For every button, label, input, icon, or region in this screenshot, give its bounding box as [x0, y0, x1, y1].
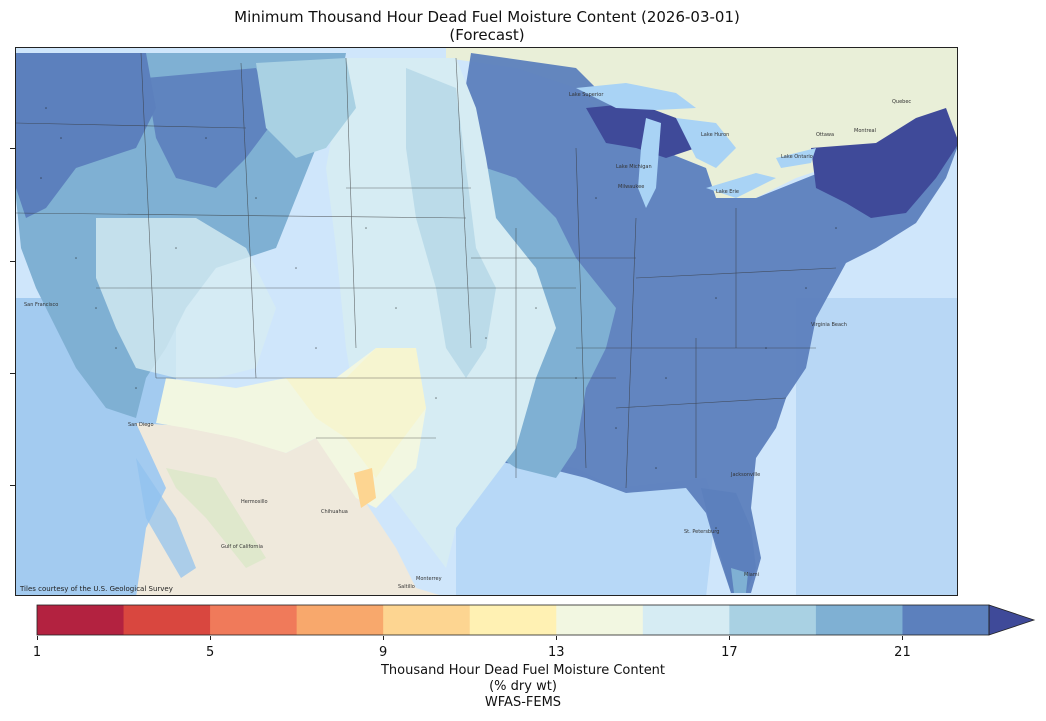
mexico-landmass — [136, 423, 440, 595]
map-canvas[interactable]: San Francisco San Diego Hermosillo Chihu… — [16, 48, 958, 596]
station-markers — [40, 107, 837, 529]
colorbar-tick-label: 1 — [32, 645, 42, 660]
mexico-terrain — [166, 468, 266, 568]
place-label: Lake Huron — [701, 132, 729, 138]
lake-michigan — [638, 118, 661, 208]
place-label: Hermosillo — [241, 499, 268, 505]
northern-rockies-region — [146, 68, 276, 188]
colorbar-tick-label: 21 — [894, 645, 911, 660]
colorbar-outline — [36, 604, 990, 636]
place-label: San Diego — [128, 422, 154, 428]
atlantic-water — [796, 298, 957, 595]
montana-region — [256, 58, 356, 158]
lake-erie — [706, 173, 776, 198]
new-mexico-dry-area — [286, 348, 426, 478]
colorbar-tick-mark — [902, 636, 904, 640]
lake-superior — [576, 83, 696, 110]
y-axis-tick — [10, 485, 15, 486]
lake-huron — [676, 118, 736, 168]
colorbar-tick-mark — [729, 636, 731, 640]
gulf-of-mexico — [456, 458, 716, 595]
pacific-northwest-region — [16, 53, 156, 218]
place-label: Miami — [744, 572, 759, 578]
colorbar-tick-mark — [383, 636, 385, 640]
title-line1: Minimum Thousand Hour Dead Fuel Moisture… — [234, 8, 740, 26]
place-label: San Francisco — [24, 302, 58, 308]
west-texas-dry-spot — [354, 468, 376, 508]
place-label: Lake Ontario — [781, 154, 813, 160]
state-boundaries — [16, 52, 837, 489]
new-england-region — [811, 108, 957, 218]
place-label: Monterrey — [416, 576, 442, 582]
colorbar-segment — [556, 605, 644, 635]
place-label: Ottawa — [816, 132, 834, 138]
great-basin-region — [96, 218, 276, 378]
colorbar-segment — [469, 605, 557, 635]
colorbar-segment — [902, 605, 990, 635]
place-label: Gulf of California — [221, 544, 263, 550]
gulf-of-california — [136, 458, 196, 578]
south-florida-region — [731, 568, 748, 593]
place-label: Lake Erie — [716, 189, 739, 195]
colorbar-label-line3: WFAS-FEMS — [484, 695, 562, 710]
colorbar-segment — [296, 605, 384, 635]
tile-attribution: Tiles courtesy of the U.S. Geological Su… — [20, 585, 173, 593]
place-label: Montreal — [854, 128, 876, 134]
lake-ontario — [776, 148, 816, 168]
colorbar-extend-arrow — [988, 604, 1036, 636]
y-axis-tick — [10, 373, 15, 374]
colorbar — [36, 604, 1036, 636]
florida-region — [701, 488, 756, 593]
place-label: Lake Michigan — [616, 164, 652, 170]
place-label: Quebec — [892, 99, 911, 105]
colorbar-tick-mark — [210, 636, 212, 640]
place-label: Chihuahua — [321, 509, 348, 515]
colorbar-label-line1: Thousand Hour Dead Fuel Moisture Content — [380, 663, 666, 678]
colorbar-segment — [210, 605, 298, 635]
colorbar-tick-label: 17 — [721, 645, 738, 660]
colorbar-segment — [729, 605, 817, 635]
chart-title: Minimum Thousand Hour Dead Fuel Moisture… — [0, 8, 974, 44]
place-label: Virginia Beach — [811, 322, 847, 328]
plains-moist-band — [406, 68, 496, 378]
colorbar-segment — [383, 605, 471, 635]
colorbar-tick-label: 13 — [547, 645, 565, 660]
colorbar-svg — [36, 604, 1036, 636]
y-axis-tick — [10, 261, 15, 262]
place-label: Jacksonville — [730, 472, 760, 478]
colorbar-segment — [642, 605, 730, 635]
colorbar-segment — [37, 605, 125, 635]
colorbar-segment — [123, 605, 211, 635]
place-label: Saltillo — [398, 584, 415, 590]
place-label: Lake Superior — [569, 92, 604, 98]
colorbar-segment — [815, 605, 903, 635]
y-axis-tick — [10, 148, 15, 149]
place-label: Milwaukee — [618, 184, 644, 190]
colorbar-tick-label: 5 — [205, 645, 215, 660]
colorbar-tick-mark — [556, 636, 558, 640]
map-panel[interactable]: San Francisco San Diego Hermosillo Chihu… — [15, 47, 958, 596]
place-label: St. Petersburg — [684, 529, 719, 535]
colorbar-label-line2: (% dry wt) — [489, 679, 557, 694]
upper-peninsula-region — [586, 103, 696, 158]
title-line2: (Forecast) — [449, 26, 525, 44]
colorbar-tick-mark — [37, 636, 38, 640]
southwest-region — [156, 348, 426, 508]
colorbar-tick-label: 9 — [379, 645, 388, 660]
